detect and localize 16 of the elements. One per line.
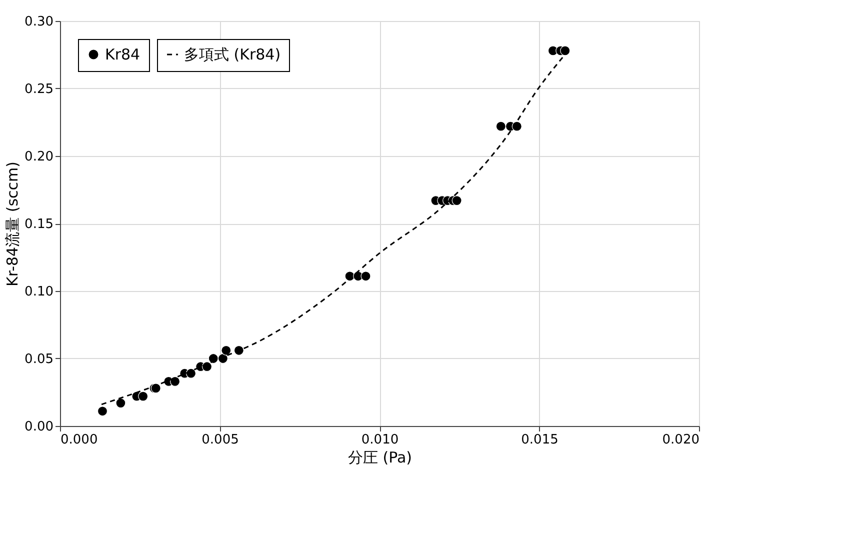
y-tick-label: 0.30 — [24, 14, 54, 30]
x-tick-label: 0.010 — [361, 432, 399, 448]
legend-label: Kr84 — [105, 46, 140, 64]
y-tick-label: 0.25 — [24, 82, 54, 97]
legend-label: 多項式 (Kr84) — [184, 46, 281, 64]
x-tick-label: 0.005 — [202, 432, 239, 448]
y-tick-label: 0.15 — [24, 217, 54, 232]
x-axis-title: 分圧 (Pa) — [348, 448, 412, 466]
y-tick-label: 0.20 — [24, 150, 54, 164]
y-axis-title: Kr-84流量 (sccm) — [4, 162, 22, 286]
x-tick-label: 0.015 — [521, 432, 558, 448]
x-tick-label: 0.000 — [60, 432, 98, 448]
x-tick-label: 0.020 — [662, 432, 700, 448]
y-tick-label: 0.10 — [24, 284, 54, 300]
y-tick-label: 0.05 — [24, 352, 54, 367]
y-tick-label: 0.00 — [24, 420, 54, 434]
